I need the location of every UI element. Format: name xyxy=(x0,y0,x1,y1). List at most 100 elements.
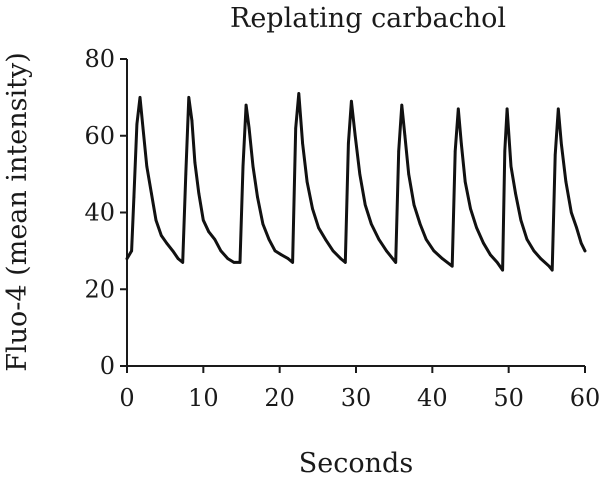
data-point xyxy=(193,161,197,164)
data-point xyxy=(207,230,210,233)
data-point xyxy=(385,249,388,253)
data-point xyxy=(125,257,129,260)
data-point xyxy=(187,96,191,99)
data-point xyxy=(141,126,145,130)
series-line xyxy=(125,92,587,272)
data-point xyxy=(160,234,163,237)
x-axis-label: Seconds xyxy=(299,448,413,479)
data-point xyxy=(575,226,578,230)
data-point xyxy=(279,253,283,256)
data-point xyxy=(324,238,327,241)
data-point xyxy=(457,107,460,111)
data-point xyxy=(311,207,314,210)
data-point xyxy=(132,195,136,199)
data-point xyxy=(463,180,467,184)
y-ticks: 0 20 40 60 80 xyxy=(84,45,127,380)
data-point xyxy=(460,142,463,145)
data-point xyxy=(570,211,573,214)
data-point xyxy=(297,92,301,95)
data-point xyxy=(273,249,277,253)
data-point xyxy=(219,249,223,253)
y-tick-label: 80 xyxy=(84,45,115,73)
data-point xyxy=(256,195,259,199)
data-point xyxy=(171,249,175,253)
x-tick-label: 10 xyxy=(188,384,219,412)
data-point xyxy=(226,257,230,260)
data-point xyxy=(553,153,557,157)
data-point xyxy=(539,257,542,260)
data-point xyxy=(400,103,404,107)
x-ticks: 0 10 20 30 40 50 60 xyxy=(119,366,600,412)
data-point xyxy=(519,218,523,222)
data-point xyxy=(453,149,457,153)
data-point xyxy=(197,192,201,195)
y-tick-label: 0 xyxy=(100,352,115,380)
data-point xyxy=(232,261,236,264)
x-tick-label: 20 xyxy=(264,384,295,412)
data-point xyxy=(525,238,529,241)
data-point xyxy=(424,238,428,241)
data-point xyxy=(407,172,411,176)
data-point xyxy=(286,257,290,260)
data-point xyxy=(469,207,472,210)
x-tick-label: 40 xyxy=(417,384,448,412)
y-tick-label: 20 xyxy=(84,275,115,303)
data-point xyxy=(184,172,188,176)
data-point xyxy=(350,99,353,103)
data-point xyxy=(363,203,367,207)
data-point xyxy=(135,122,139,126)
data-point xyxy=(301,142,304,145)
data-point xyxy=(441,257,444,260)
data-point xyxy=(557,107,560,111)
data-point xyxy=(412,203,416,207)
data-point xyxy=(579,241,583,245)
data-point xyxy=(397,149,401,153)
x-tick-label: 30 xyxy=(341,384,372,412)
data-point xyxy=(138,96,142,99)
data-point xyxy=(418,222,422,226)
data-point xyxy=(532,249,536,253)
data-point xyxy=(564,180,568,184)
data-point xyxy=(238,261,242,264)
data-point xyxy=(247,126,251,130)
x-tick-label: 0 xyxy=(119,384,134,412)
data-point xyxy=(251,165,255,168)
data-point xyxy=(244,103,248,107)
data-point xyxy=(394,261,398,264)
data-point xyxy=(432,249,436,253)
data-point xyxy=(370,222,373,226)
data-point xyxy=(267,238,271,241)
data-point xyxy=(514,192,517,195)
data-point xyxy=(130,249,133,253)
data-point xyxy=(347,142,350,145)
data-point xyxy=(213,238,217,241)
data-point xyxy=(377,238,381,241)
data-point xyxy=(358,172,362,176)
data-point xyxy=(150,192,153,195)
x-tick-label: 50 xyxy=(493,384,524,412)
data-point xyxy=(145,165,149,168)
y-tick-label: 40 xyxy=(84,199,115,227)
data-point xyxy=(202,218,205,222)
data-point xyxy=(550,268,554,272)
data-point xyxy=(475,226,478,230)
data-point xyxy=(450,264,454,268)
data-point xyxy=(294,126,298,130)
data-point xyxy=(505,107,509,111)
data-point xyxy=(176,257,180,260)
data-point xyxy=(583,249,587,253)
data-point xyxy=(547,264,551,268)
data-point xyxy=(482,241,485,245)
data-point xyxy=(503,149,507,153)
data-point xyxy=(291,261,294,264)
data-point xyxy=(403,134,407,138)
data-point xyxy=(344,261,347,264)
data-point xyxy=(165,241,168,245)
data-point xyxy=(261,222,265,226)
data-point xyxy=(509,165,513,168)
series-layer xyxy=(125,92,587,272)
x-tick-label: 60 xyxy=(570,384,600,412)
data-point xyxy=(317,226,320,230)
data-point xyxy=(489,253,492,256)
data-point xyxy=(305,180,309,184)
